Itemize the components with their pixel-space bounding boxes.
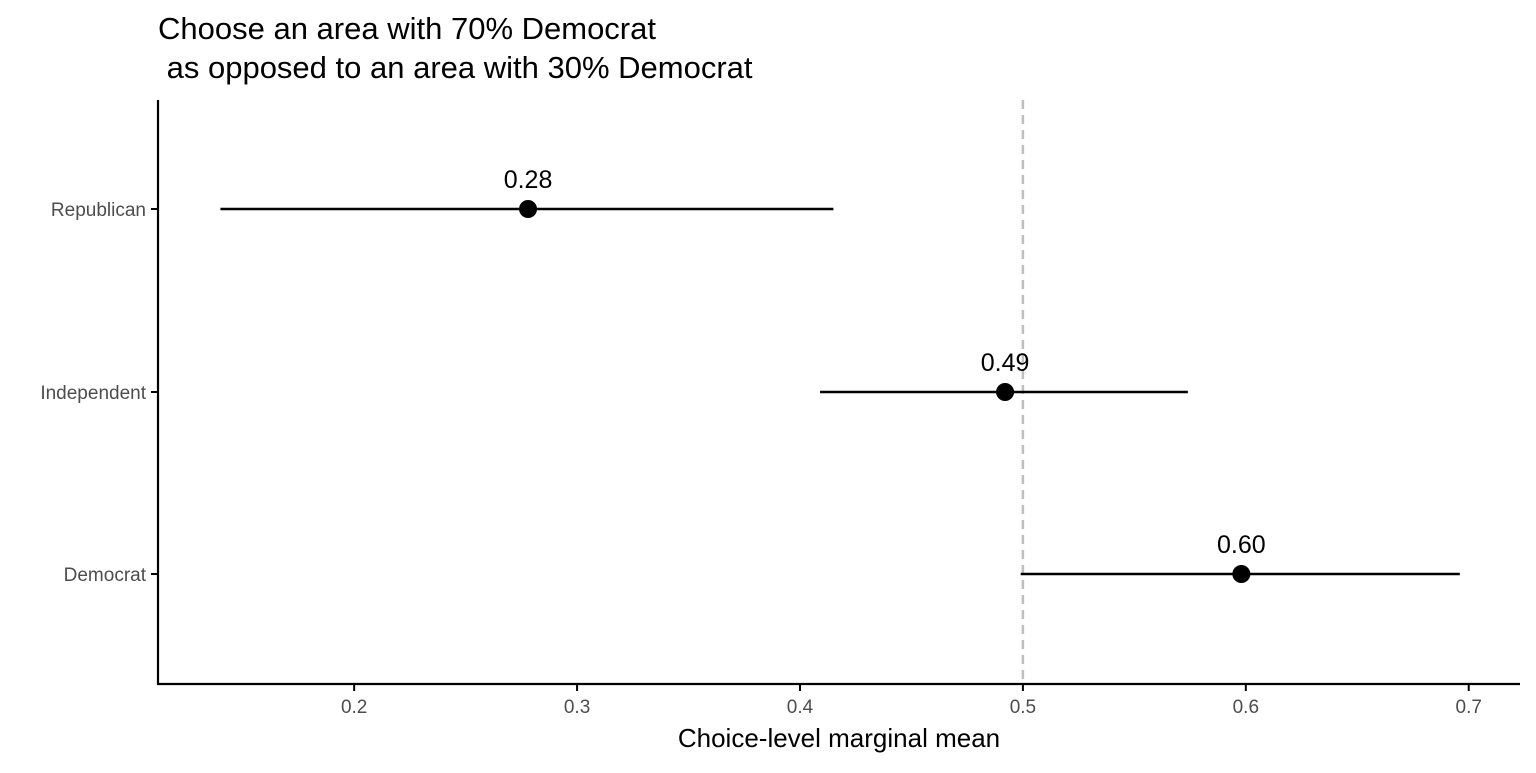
x-axis-title: Choice-level marginal mean	[678, 723, 1000, 753]
data-label: 0.28	[504, 166, 553, 194]
data-point	[996, 383, 1015, 401]
data-label: 0.49	[981, 349, 1030, 377]
x-tick-label: 0.2	[341, 697, 367, 718]
y-category-label: Democrat	[64, 565, 147, 586]
x-tick-label: 0.7	[1456, 697, 1482, 718]
x-tick-label: 0.3	[564, 697, 590, 718]
data-point	[1232, 565, 1251, 583]
x-tick-label: 0.4	[787, 697, 814, 718]
y-category-label: Independent	[40, 383, 146, 404]
y-category-label: Republican	[51, 200, 146, 221]
data-label: 0.60	[1217, 531, 1266, 559]
x-tick-label: 0.6	[1233, 697, 1259, 718]
chart-title-line-1: Choose an area with 70% Democrat	[158, 11, 656, 46]
plot-area: 0.2 0.3 0.4 0.5 0.6 0.7 Republican Independent D…	[40, 100, 1520, 718]
data-point	[519, 200, 538, 218]
chart-title-line-2: as opposed to an area with 30% Democrat	[158, 50, 753, 85]
x-tick-label: 0.5	[1010, 697, 1036, 718]
